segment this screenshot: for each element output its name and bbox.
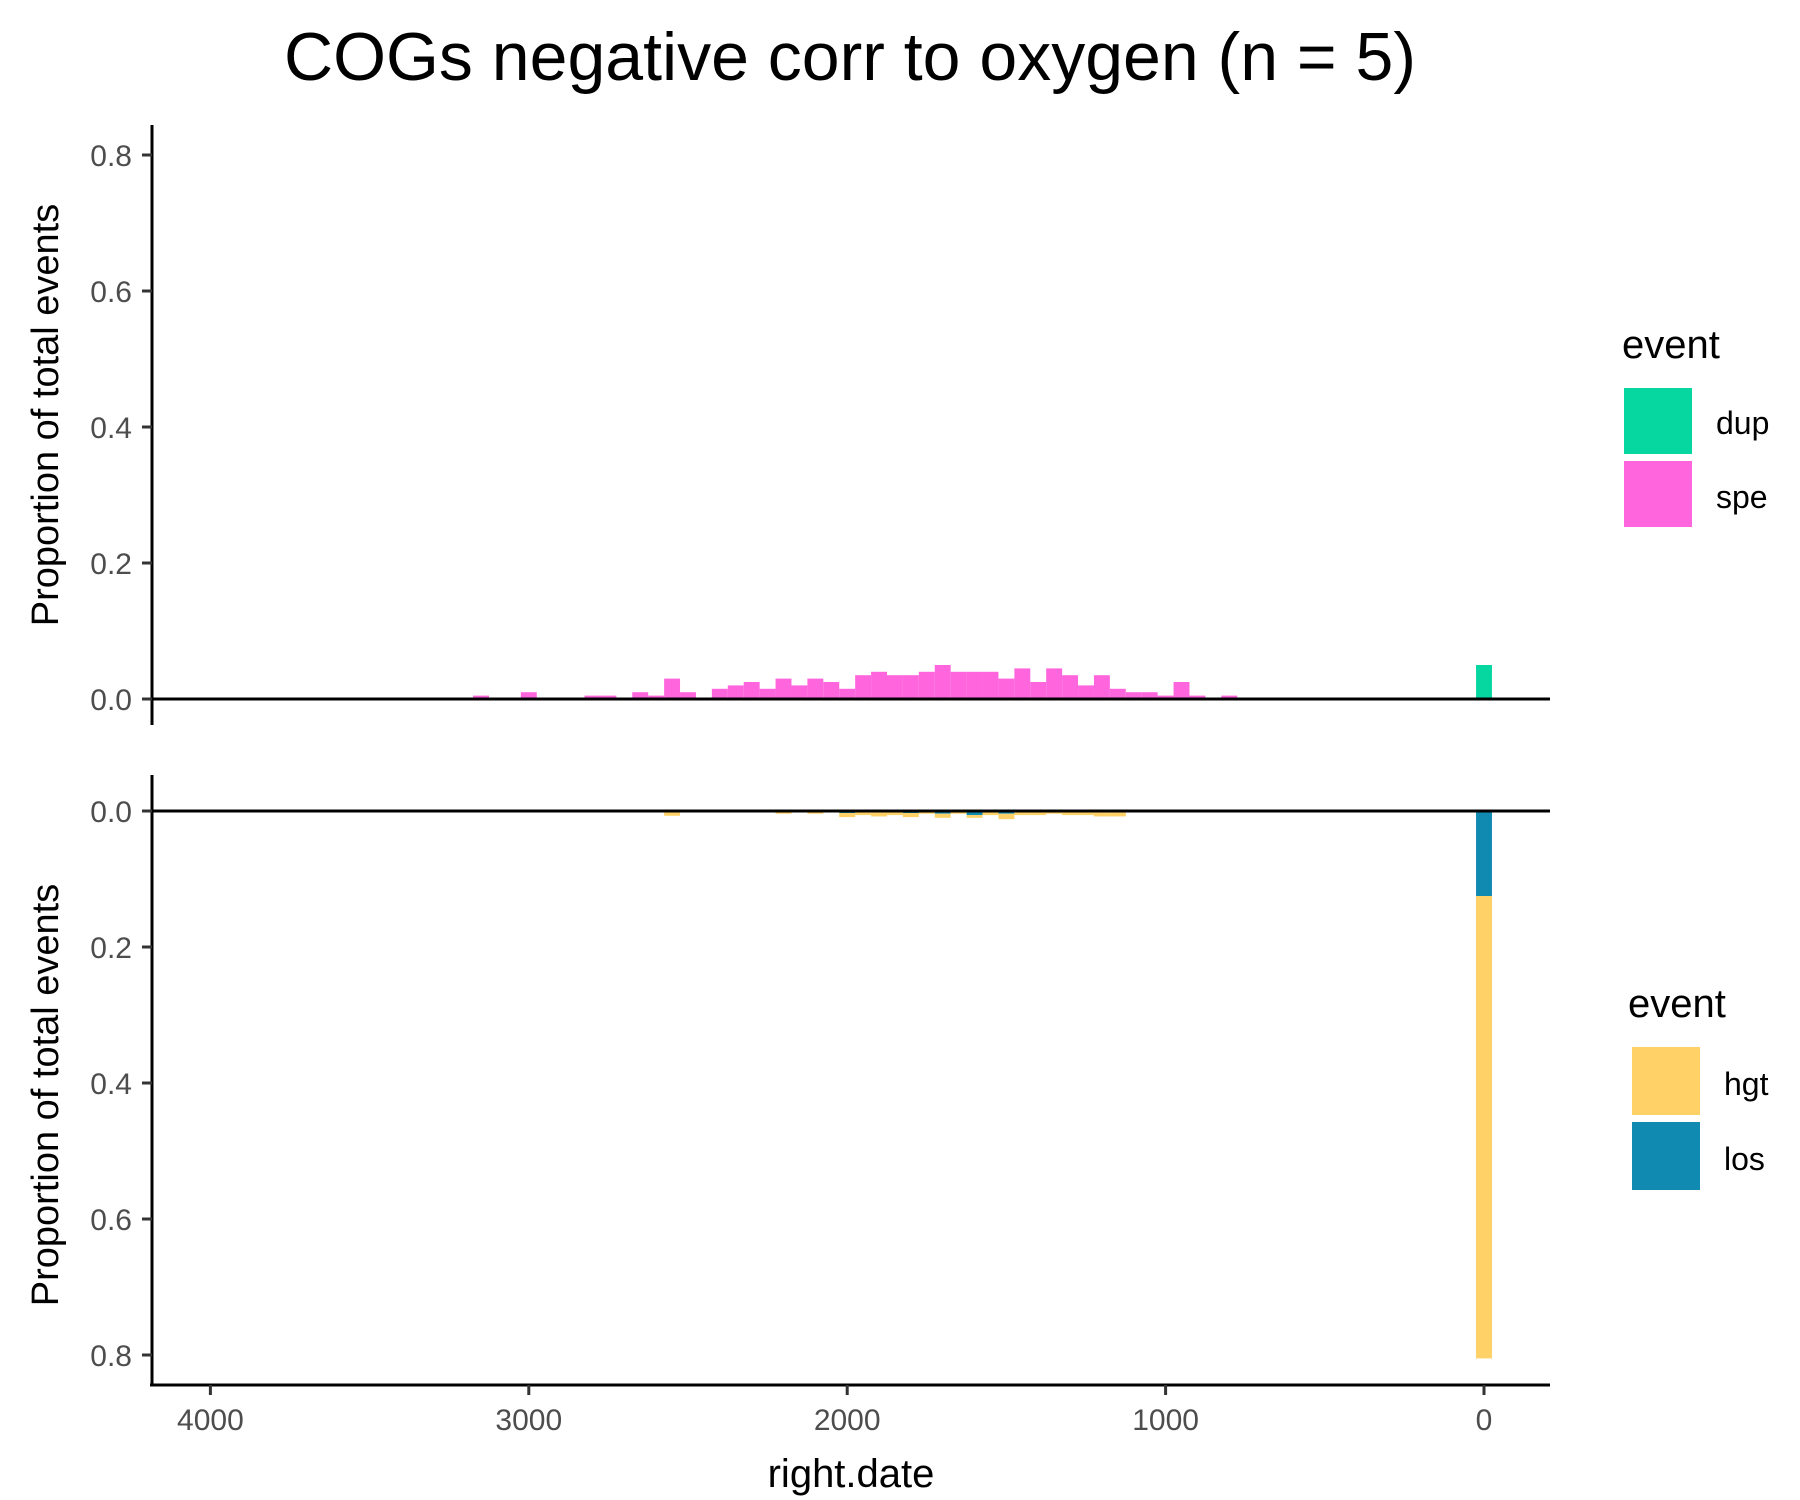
bar-hgt [982,811,999,816]
upper-legend-title: event [1622,323,1720,367]
bar-spe [1014,668,1031,699]
bar-hgt [664,811,681,816]
lower-legend-title: event [1628,982,1726,1026]
legend-label-hgt: hgt [1724,1066,1769,1102]
x-tick-label: 1000 [1132,1404,1199,1437]
bar-spe [902,675,919,699]
bar-spe [1093,675,1110,699]
lower-panel: 0.0 0.2 0.4 0.6 0.8 4000 3000 2000 1000 0 Propor… [25,775,1550,1496]
bar-spe [1189,695,1206,699]
bar-hgt [887,811,903,816]
y-tick-label: 0.6 [90,276,132,309]
bar-spe [1173,682,1190,699]
legend-label-los: los [1724,1141,1765,1177]
upper-y-ticks: 0.0 0.2 0.4 0.6 0.8 [90,140,152,717]
bar-hgt [966,815,983,818]
upper-legend: event dup spe [1622,323,1769,527]
lower-y-axis-label: Proportion of total events [25,884,67,1306]
bar-spe [775,678,792,699]
bar-hgt [902,813,919,818]
bar-spe [871,671,887,699]
lower-legend: event hgt los [1628,982,1769,1190]
bar-hgt [998,813,1015,820]
bar-spe [664,678,681,699]
bar-los [966,811,983,816]
bar-spe [648,695,665,699]
legend-label-spe: spe [1716,479,1768,515]
bar-spe [473,695,489,699]
bar-hgt [1014,811,1031,816]
bar-spe [1221,695,1238,699]
bar-los [1476,811,1492,896]
bar-hgt [839,813,856,818]
chart-title: COGs negative corr to oxygen (n = 5) [284,19,1416,95]
legend-swatch-los [1632,1122,1700,1190]
y-tick-label: 0.2 [90,932,132,965]
bar-hgt [1078,811,1094,816]
bar-spe [982,671,999,699]
lower-y-ticks: 0.0 0.2 0.4 0.6 0.8 [90,796,152,1373]
bar-spe [950,671,967,699]
bar-spe [743,682,760,699]
bar-hgt [855,811,872,816]
bar-spe [839,688,856,699]
bar-spe [1125,692,1142,699]
bar-spe [934,665,951,699]
bar-spe [711,688,728,699]
bar-spe [727,685,744,699]
y-tick-label: 0.0 [90,796,132,829]
bar-hgt [1476,896,1492,1359]
bar-spe [823,682,840,699]
bar-spe [966,671,983,699]
bar-spe [1078,685,1094,699]
bar-hgt [1062,812,1079,816]
bar-spe [520,692,537,699]
bar-hgt [1109,811,1126,817]
bar-spe [584,695,601,699]
x-ticks: 4000 3000 2000 1000 0 [177,1385,1492,1437]
bar-spe [807,678,824,699]
bar-spe [1046,668,1063,699]
bar-spe [680,692,696,699]
bar-spe [1062,675,1079,699]
bar-spe [887,675,903,699]
bar-spe [1141,692,1158,699]
bar-hgt [1030,812,1047,816]
y-tick-label: 0.2 [90,548,132,581]
x-tick-label: 4000 [177,1404,244,1437]
x-tick-label: 2000 [814,1404,881,1437]
bar-spe [759,688,776,699]
y-tick-label: 0.4 [90,412,132,445]
bar-spe [855,675,872,699]
lower-bars [632,811,1492,1359]
y-tick-label: 0.8 [90,1340,132,1373]
y-tick-label: 0.0 [90,684,132,717]
bar-spe [1157,695,1174,699]
upper-bars [473,665,1492,699]
bar-spe [632,692,649,699]
x-axis-label: right.date [768,1452,935,1496]
bar-spe [1109,688,1126,699]
y-tick-label: 0.4 [90,1068,132,1101]
bar-hgt [1093,812,1110,817]
bar-spe [918,671,935,699]
bar-spe [1030,682,1047,699]
bar-spe [791,685,808,699]
bar-hgt [934,813,951,818]
upper-y-axis-label: Proportion of total events [25,204,67,626]
legend-swatch-spe [1624,461,1692,527]
bar-spe [998,678,1015,699]
legend-swatch-hgt [1632,1047,1700,1115]
bar-dup [1476,665,1492,699]
legend-label-dup: dup [1716,405,1769,441]
legend-swatch-dup [1624,388,1692,454]
x-tick-label: 3000 [495,1404,562,1437]
bar-spe [600,695,617,699]
x-tick-label: 0 [1476,1404,1493,1437]
bar-hgt [871,812,887,817]
y-tick-label: 0.6 [90,1204,132,1237]
upper-panel: 0.0 0.2 0.4 0.6 0.8 Proportion of total even… [25,125,1550,725]
y-tick-label: 0.8 [90,140,132,173]
